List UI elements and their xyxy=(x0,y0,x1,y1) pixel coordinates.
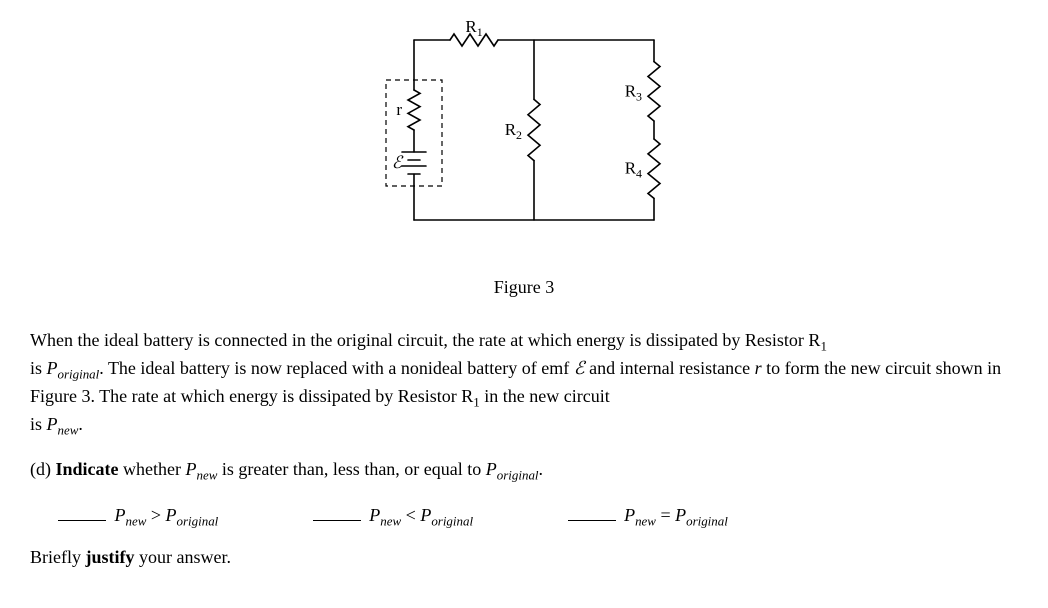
svg-text:r: r xyxy=(396,100,402,119)
text: is xyxy=(30,358,47,378)
justify-word: justify xyxy=(86,547,135,567)
circuit-diagram: R1rℰR2R3R4 xyxy=(354,20,694,250)
justify-line: Briefly justify your answer. xyxy=(30,545,1018,570)
choice-eq[interactable]: Pnew = Poriginal xyxy=(568,503,728,531)
dot: . xyxy=(539,459,544,479)
r1-sub: 1 xyxy=(820,339,826,354)
blank-gt[interactable] xyxy=(58,504,106,521)
svg-text:R2: R2 xyxy=(505,120,522,142)
text: is xyxy=(30,414,47,434)
text: and internal resistance xyxy=(585,358,755,378)
text: . The ideal battery is now replaced with… xyxy=(99,358,574,378)
choice-row: Pnew > Poriginal Pnew < Poriginal Pnew =… xyxy=(30,503,1018,531)
choice-gt[interactable]: Pnew > Poriginal xyxy=(58,503,218,531)
brief: Briefly xyxy=(30,547,86,567)
problem-paragraph: When the ideal battery is connected in t… xyxy=(30,328,1018,439)
part-label: (d) xyxy=(30,459,56,479)
text: whether xyxy=(119,459,186,479)
p-new-symbol: Pnew xyxy=(47,414,79,434)
p-original-symbol: Poriginal xyxy=(47,358,100,378)
figure-caption: Figure 3 xyxy=(30,275,1018,300)
poriginal: Poriginal xyxy=(486,459,539,479)
indicate-word: Indicate xyxy=(56,459,119,479)
figure-container: R1rℰR2R3R4 Figure 3 xyxy=(30,20,1018,300)
svg-text:ℰ: ℰ xyxy=(392,153,404,172)
svg-text:R3: R3 xyxy=(625,81,642,103)
svg-text:R4: R4 xyxy=(625,159,642,181)
blank-eq[interactable] xyxy=(568,504,616,521)
text: . xyxy=(78,414,83,434)
text: is greater than, less than, or equal to xyxy=(217,459,485,479)
pnew: Pnew xyxy=(185,459,217,479)
text: When the ideal battery is connected in t… xyxy=(30,330,820,350)
r-symbol: r xyxy=(755,358,762,378)
question-d: (d) Indicate whether Pnew is greater tha… xyxy=(30,457,1018,485)
emf-symbol: ℰ xyxy=(574,358,585,378)
text: in the new circuit xyxy=(480,386,610,406)
answer-txt: your answer. xyxy=(135,547,231,567)
choice-lt[interactable]: Pnew < Poriginal xyxy=(313,503,473,531)
blank-lt[interactable] xyxy=(313,504,361,521)
